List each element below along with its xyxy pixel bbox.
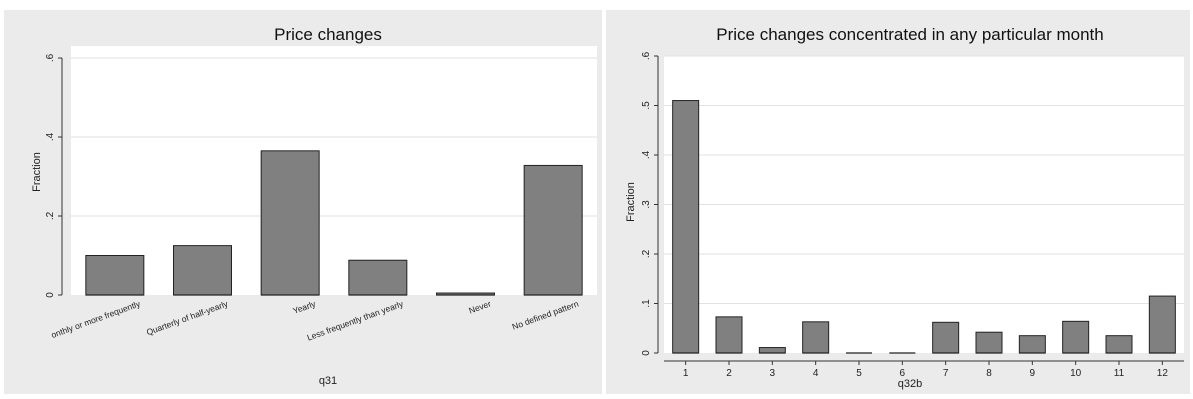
y-axis-title: Fraction: [31, 152, 43, 192]
y-tick-label: 0: [641, 350, 652, 356]
chart-price-changes-by-month: Price changes concentrated in any partic…: [606, 10, 1190, 394]
bars: [672, 100, 1176, 354]
bar: [85, 255, 145, 296]
bar: [932, 321, 960, 354]
x-tick-label: 6: [900, 368, 906, 379]
x-tick-label: 3: [770, 368, 776, 379]
y-tick-label: .2: [45, 211, 56, 220]
bar: [802, 321, 830, 354]
y-tick-label: .6: [641, 51, 652, 60]
bar: [260, 150, 320, 296]
chart-price-changes: Price changes q31 Fraction 0.2.4.6 onthl…: [4, 10, 602, 394]
bar: [173, 245, 232, 296]
x-tick-label: 7: [943, 368, 949, 379]
bar: [758, 347, 786, 354]
x-tick-label: 2: [726, 368, 732, 379]
gridlines: [71, 57, 597, 217]
y-tick-label: .4: [45, 132, 56, 141]
x-tick-label: 4: [813, 368, 819, 379]
bar: [1105, 335, 1133, 354]
x-tick-label: 8: [986, 368, 992, 379]
bar: [1062, 320, 1090, 354]
bar: [523, 164, 583, 296]
x-axis-title: q32b: [898, 378, 922, 390]
x-tick-labels: 1 2 3 4 5 6 7 8 9 10 11 12: [683, 361, 1168, 379]
bar: [348, 259, 408, 296]
chart-title: Price changes: [274, 25, 382, 44]
x-tick-label: 5: [856, 368, 862, 379]
x-tick-label: 10: [1070, 368, 1082, 379]
y-ticks: 0 .2 .4 .6: [45, 53, 62, 298]
y-tick-label: 0: [45, 292, 56, 298]
y-tick-label: .6: [45, 53, 56, 62]
bar: [1148, 295, 1176, 354]
plot-area: [71, 46, 597, 295]
y-tick-label: .2: [641, 249, 652, 258]
gridlines: [664, 55, 1184, 304]
y-tick-label: .1: [641, 299, 652, 308]
y-tick-label: .5: [641, 101, 652, 110]
y-ticks: 0 .1 .2 .3 .4 .5 .6: [641, 51, 658, 356]
chart-title: Price changes concentrated in any partic…: [716, 25, 1103, 44]
x-tick-label: 9: [1030, 368, 1036, 379]
x-axis-title: q31: [319, 375, 337, 387]
y-tick-label: .4: [641, 150, 652, 159]
bar: [975, 331, 1003, 354]
y-tick-label: .3: [641, 200, 652, 209]
bar: [715, 316, 743, 354]
x-tick-label: 11: [1114, 368, 1125, 379]
y-axis-title: Fraction: [625, 182, 637, 222]
bar: [1018, 335, 1046, 354]
x-tick-label: 12: [1157, 368, 1169, 379]
x-tick-label: 1: [683, 368, 689, 379]
bar: [672, 100, 700, 354]
bars: [85, 150, 583, 296]
